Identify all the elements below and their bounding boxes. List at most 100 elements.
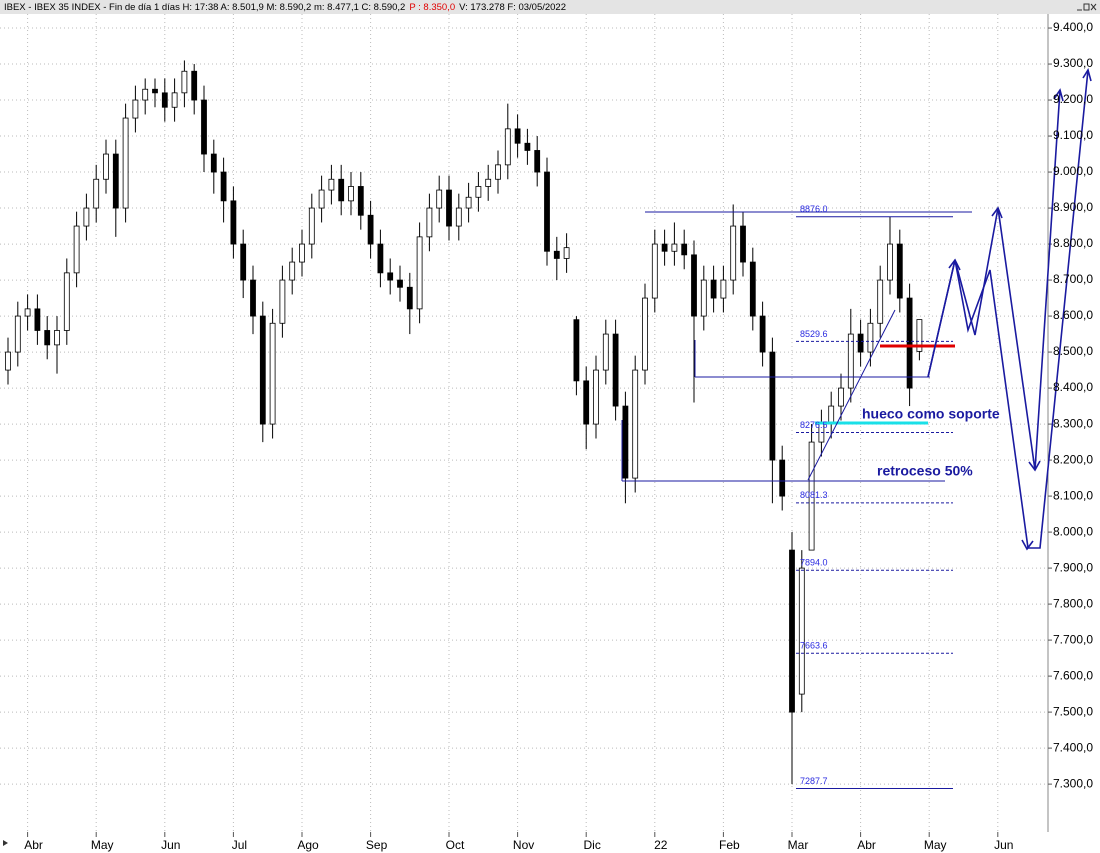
candle-body [691, 254, 697, 317]
x-tick-label: Abr [24, 838, 43, 852]
x-tick-label: Oct [446, 838, 465, 852]
candle-body [553, 250, 560, 259]
y-tick-label: 9.400,0 [1053, 20, 1093, 34]
candle-body [24, 308, 31, 317]
candle-body [465, 196, 472, 209]
candle-body [250, 279, 256, 317]
candle-body [397, 279, 403, 288]
candle-body [475, 186, 482, 198]
candle-body [377, 243, 384, 274]
candle-body [877, 279, 884, 324]
candle-body [651, 243, 658, 299]
header-bar [0, 0, 1100, 14]
fib-label: 8876.0 [800, 204, 828, 214]
candle-body [44, 330, 51, 346]
candle-body [299, 243, 305, 263]
drawings [621, 68, 1092, 551]
candle-body [171, 92, 178, 108]
candle-body [534, 150, 541, 173]
candle-body [906, 297, 913, 389]
header-text: IBEX - IBEX 35 INDEX - Fin de día 1 días… [4, 2, 566, 13]
candle-body [808, 441, 815, 551]
candle-body [436, 189, 443, 209]
candle-body [495, 164, 501, 180]
candle-body [730, 225, 737, 281]
y-tick-label: 8.200,0 [1053, 452, 1093, 466]
candle-body [5, 351, 11, 371]
candle-body [504, 128, 511, 166]
candle-body [798, 567, 805, 695]
candle-body [308, 207, 315, 245]
x-tick-label: May [924, 838, 947, 852]
candle-body [191, 70, 198, 101]
y-tick-label: 8.300,0 [1053, 416, 1093, 430]
y-tick-label: 7.300,0 [1053, 776, 1093, 790]
y-tick-label: 9.100,0 [1053, 128, 1093, 142]
y-tick-label: 8.800,0 [1053, 236, 1093, 250]
y-tick-label: 8.500,0 [1053, 344, 1093, 358]
candle-body [406, 286, 413, 310]
scroll-arrow[interactable] [3, 840, 8, 846]
fib-label: 7894.0 [800, 558, 828, 568]
candle-body [514, 128, 521, 144]
fib-label: 7287.7 [800, 776, 828, 786]
fib-label: 8081.3 [800, 490, 828, 500]
candle-body [681, 243, 688, 256]
candle-body [161, 92, 168, 108]
candle-body [916, 319, 923, 352]
candle-body [240, 243, 247, 281]
x-tick-label: Jun [161, 838, 180, 852]
y-tick-label: 7.700,0 [1053, 632, 1093, 646]
y-tick-label: 8.400,0 [1053, 380, 1093, 394]
candle-body [544, 171, 550, 252]
y-tick-label: 7.900,0 [1053, 560, 1093, 574]
candle-body [289, 261, 296, 281]
candle-body [759, 315, 766, 353]
y-tick-label: 8.000,0 [1053, 524, 1093, 538]
annotation: hueco como soporte [862, 406, 1000, 422]
candle-body [220, 171, 227, 202]
y-tick-label: 8.900,0 [1053, 200, 1093, 214]
candle-body [357, 186, 364, 216]
candle-body [201, 99, 207, 155]
candle-body [132, 99, 139, 119]
candle-body [612, 333, 619, 407]
candle-body [103, 153, 109, 180]
candle-body [887, 243, 893, 281]
candle-body [524, 142, 531, 151]
candle-body [122, 117, 129, 209]
y-tick-label: 7.600,0 [1053, 668, 1093, 682]
candle-body [749, 261, 756, 317]
x-tick-label: Abr [857, 838, 876, 852]
candle-body [152, 88, 158, 94]
y-tick-label: 7.400,0 [1053, 740, 1093, 754]
candle-body [446, 189, 452, 227]
candle-body [269, 322, 276, 425]
candle-body [583, 380, 590, 425]
candle-body [632, 369, 639, 479]
candle-body [740, 225, 746, 263]
candle-body [455, 207, 462, 227]
candle-body [789, 549, 795, 713]
candle-body [387, 272, 394, 281]
candle-body [867, 322, 874, 353]
window-buttons[interactable] [1077, 3, 1097, 11]
candle-body [142, 88, 149, 101]
candle-body [279, 279, 286, 324]
candle-body [896, 243, 903, 299]
y-tick-label: 9.300,0 [1053, 56, 1093, 70]
header-info: IBEX - IBEX 35 INDEX - Fin de día 1 días… [4, 2, 405, 13]
x-tick-label: 22 [654, 838, 668, 852]
x-tick-label: Nov [513, 838, 534, 852]
y-tick-label: 8.600,0 [1053, 308, 1093, 322]
candle-body [83, 207, 90, 227]
candle-body [73, 225, 80, 274]
candle-body [181, 70, 188, 94]
header-pivot: P : 8.350,0 [409, 2, 455, 13]
candle-body [720, 279, 727, 299]
candle-body [769, 351, 776, 461]
candle-body [112, 153, 119, 209]
candle-body [14, 315, 21, 353]
candle-body [838, 387, 844, 407]
